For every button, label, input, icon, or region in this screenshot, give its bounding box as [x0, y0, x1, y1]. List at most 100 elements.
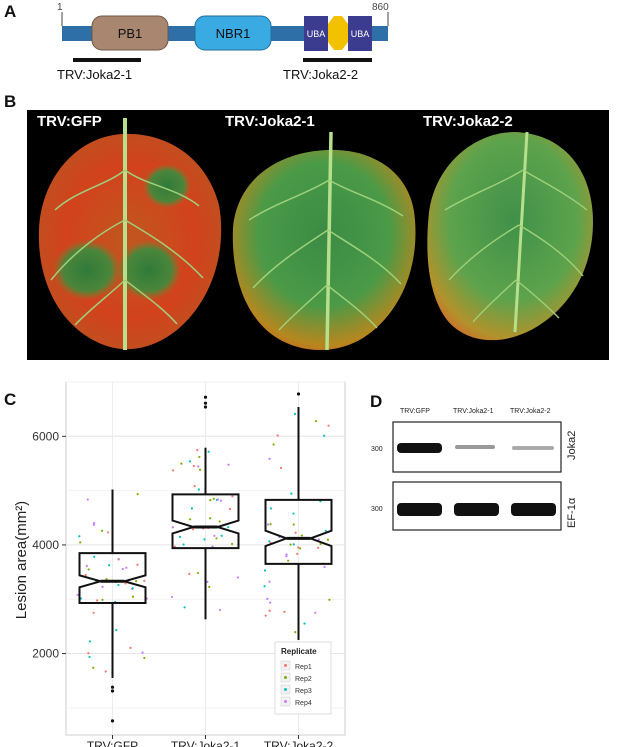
data-point — [115, 628, 118, 632]
domain-end-label: 860 — [372, 2, 389, 13]
data-point — [279, 466, 283, 469]
data-point — [135, 580, 138, 583]
data-point — [227, 463, 230, 466]
data-point — [92, 666, 95, 669]
pb1-domain — [91, 15, 169, 51]
outlier-point — [296, 392, 301, 396]
data-point — [328, 598, 331, 601]
data-point — [85, 564, 88, 568]
data-point — [192, 464, 195, 468]
band-ef1a-joka2-2 — [511, 503, 556, 516]
band-joka2-gfp — [397, 443, 442, 453]
data-point — [171, 595, 174, 599]
box — [171, 493, 240, 550]
lane-label-gfp: TRV:GFP — [400, 408, 430, 415]
legend-title: Replicate — [281, 647, 317, 656]
legend-swatch — [284, 676, 287, 679]
lane-label-joka2-2: TRV:Joka2-2 — [510, 408, 551, 415]
nbr1-domain-label: NBR1 — [216, 26, 251, 41]
data-point — [218, 520, 221, 523]
box — [78, 552, 147, 605]
data-point — [289, 543, 292, 546]
data-point — [219, 499, 223, 502]
data-point — [212, 497, 215, 500]
domain-map: 1 860 PB1 NBR1 UBA UBA TRV:Joka2-1 TRV:J… — [57, 2, 389, 82]
data-point — [314, 611, 317, 614]
data-point — [264, 614, 267, 617]
data-point — [93, 555, 96, 558]
fragment-label-2: TRV:Joka2-2 — [283, 67, 358, 82]
data-point — [190, 507, 194, 510]
data-point — [87, 652, 90, 655]
data-point — [327, 424, 330, 427]
data-point — [117, 583, 120, 587]
data-point — [269, 601, 272, 604]
uba-domain-1 — [304, 16, 328, 51]
outlier-point — [110, 689, 115, 693]
data-point — [101, 585, 104, 588]
data-point — [285, 553, 288, 556]
data-point — [182, 543, 185, 546]
data-point — [211, 545, 214, 548]
nbr1-domain — [194, 15, 272, 51]
data-point — [203, 538, 206, 541]
data-point — [129, 646, 132, 649]
data-point — [324, 529, 327, 532]
band-joka2-joka2-1 — [455, 445, 495, 449]
data-point — [269, 523, 272, 526]
leaf-joka2-1 — [232, 131, 416, 351]
y-tick-label: 6000 — [32, 429, 59, 443]
fragment-bar-1 — [73, 58, 141, 62]
data-point — [292, 523, 295, 526]
fragment-bar-2 — [303, 58, 372, 62]
x-tick-label: TRV:Joka2-1 — [171, 739, 241, 747]
data-point — [297, 546, 300, 549]
data-point — [136, 563, 139, 566]
data-point — [178, 535, 182, 538]
data-point — [216, 498, 220, 501]
data-point — [287, 559, 290, 562]
data-point — [136, 493, 139, 496]
data-point — [198, 455, 201, 459]
data-point — [141, 651, 144, 654]
data-point — [86, 498, 89, 501]
data-point — [92, 522, 96, 525]
data-point — [213, 534, 216, 537]
data-point — [209, 517, 212, 520]
western-blot: TRV:GFP TRV:Joka2-1 TRV:Joka2-2 300 Joka… — [371, 408, 578, 531]
data-point — [88, 640, 92, 643]
target-label-ef1a: EF-1α — [566, 497, 578, 528]
data-point — [266, 523, 270, 526]
data-point — [188, 518, 192, 521]
leaf-joka2-2 — [427, 131, 593, 341]
target-label-joka2: Joka2 — [566, 431, 578, 460]
data-point — [294, 531, 297, 534]
panel-b-letter: B — [4, 92, 17, 111]
data-point — [88, 655, 91, 659]
data-point — [84, 573, 87, 577]
data-point — [290, 492, 293, 495]
legend-entry: Rep4 — [295, 700, 312, 707]
data-point — [326, 538, 330, 541]
data-point — [300, 534, 304, 537]
legend-entry: Rep1 — [295, 664, 312, 671]
data-point — [101, 598, 104, 601]
data-point — [191, 528, 195, 531]
data-point — [143, 579, 146, 582]
uba-domain-2-label: UBA — [351, 29, 370, 39]
leaf-gfp — [38, 118, 222, 350]
y-tick-label: 2000 — [32, 647, 59, 661]
data-point — [231, 495, 234, 498]
domain-start-label: 1 — [57, 2, 63, 13]
panel-d-letter: D — [370, 392, 383, 411]
data-point — [198, 468, 202, 471]
data-point — [108, 564, 111, 567]
y-tick-label: 4000 — [32, 538, 59, 552]
x-tick-label: TRV:GFP — [87, 739, 138, 747]
data-point — [220, 534, 223, 537]
data-point — [104, 670, 107, 673]
data-point — [79, 541, 82, 544]
data-point — [303, 622, 306, 625]
data-point — [196, 571, 200, 575]
data-point — [268, 540, 271, 543]
